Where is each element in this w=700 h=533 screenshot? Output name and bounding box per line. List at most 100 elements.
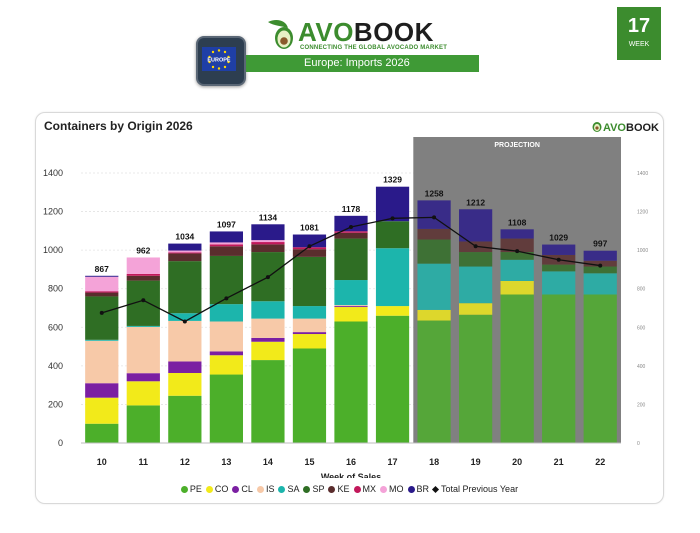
legend-swatch [278,486,286,493]
legend-item-sp: SP [303,484,324,494]
bar-segment-cl [168,361,202,373]
chart-card: Containers by Origin 2026 AVOBOOK 0 200 40… [35,112,664,504]
europe-badge-label: EUROPE [207,58,231,64]
x-axis-title: Week of Sales [321,472,381,478]
y-tick-label: 1000 [43,245,63,255]
bar-segment-mx [126,273,160,276]
legend-swatch [328,486,336,493]
bar-segment-mx [209,244,243,247]
x-tick-label: 16 [346,457,356,467]
previous-year-point [307,244,312,249]
y-tick-label: 1200 [43,207,63,217]
bar-segment-co [459,303,493,315]
bar-segment-sa [417,263,451,310]
bar-segment-co [334,307,368,322]
y-tick-label: 600 [48,322,63,332]
bar-segment-cl [209,351,243,356]
brand-logo: AVOBOOK CONNECTING THE GLOBAL AVOCADO MA… [262,17,447,52]
legend-swatch [303,486,311,493]
previous-year-point [182,319,187,324]
y2-tick-label: 1200 [637,210,648,216]
bar-segment-sa [583,273,617,295]
bar-segment-pe [251,360,285,443]
previous-year-point [265,275,270,280]
total-label: 997 [593,239,607,249]
bar-segment-br [417,200,451,229]
bar-segment-sp [292,256,327,307]
bar-segment-sp [583,266,617,274]
bar-segment-is [292,318,327,333]
europe-flag-badge: EUROPE [196,36,246,86]
previous-year-point [390,216,395,221]
bar-segment-pe [168,395,202,443]
bar-segment-sp [375,221,410,249]
total-label: 1178 [342,204,361,214]
previous-year-point [473,244,478,249]
legend-label: SA [287,484,300,494]
legend-item-mx: MX [353,484,376,494]
bar-segment-sp [209,255,243,305]
bar-segment-pe [542,294,576,443]
x-tick-label: 21 [554,457,564,467]
total-label: 1029 [549,233,568,243]
x-tick-label: 19 [471,457,481,467]
y2-tick-label: 200 [637,402,646,408]
previous-year-point [224,296,229,301]
bar-segment-co [209,355,243,375]
bar-segment-br [334,215,368,232]
bar-segment-ke [251,244,285,253]
bar-segment-ke [209,246,243,256]
legend-item-ke: KE [328,484,350,494]
x-tick-label: 18 [429,457,439,467]
total-label: 962 [136,245,150,255]
legend-swatch [380,486,387,493]
bar-segment-sa [292,306,327,319]
chart-title: Containers by Origin 2026 [44,119,193,133]
bar-segment-pe [459,314,493,443]
legend-item-sa: SA [278,484,299,494]
x-tick-label: 11 [139,457,149,467]
previous-year-point [556,257,561,262]
legend-item-br: BR [407,484,429,494]
bar-segment-sa [126,325,160,327]
x-tick-label: 14 [263,457,273,467]
brand-avo-text: AVO [298,17,354,47]
bar-segment-pe [334,321,368,443]
bar-segment-is [126,326,160,374]
bar-segment-cl [126,373,160,382]
legend-label: PE [189,484,202,494]
bar-segment-ke [85,292,119,297]
previous-year-point [349,225,353,229]
previous-year-point [99,310,104,315]
bar-segment-sp [85,296,119,340]
bar-segment-pe [375,315,410,443]
legend-label: Total Previous Year [441,484,519,494]
eu-flag-icon: EUROPE [202,47,236,71]
week-badge: 17 WEEK [617,7,661,60]
y-tick-label: 400 [48,361,63,371]
bar-segment-sa [542,271,576,295]
bar-segment-sp [459,252,493,267]
x-tick-label: 10 [97,457,107,467]
y2-tick-label: 1000 [637,248,648,254]
bar-segment-ke [417,228,451,240]
legend-swatch [256,486,264,493]
bar-segment-co [168,372,202,396]
bar-segment-is [334,305,368,307]
bar-segment-is [168,320,202,362]
bar-segment-br [209,231,243,243]
bar-segment-co [500,281,534,295]
brand-tagline: CONNECTING THE GLOBAL AVOCADO MARKET [300,45,448,51]
legend-label: KE [337,484,350,494]
bar-segment-mo [85,276,119,292]
bar-segment-cl [334,306,368,308]
bar-segment-ke [334,232,368,239]
bar-segment-pe [417,320,451,443]
legend-label: SP [312,484,325,494]
legend-item-mo: MO [380,484,404,494]
y2-tick-label: 600 [637,325,646,331]
previous-year-point [515,249,520,254]
legend-swatch [180,486,188,493]
legend-swatch [205,486,213,493]
avocado-leaf-icon [268,20,293,49]
